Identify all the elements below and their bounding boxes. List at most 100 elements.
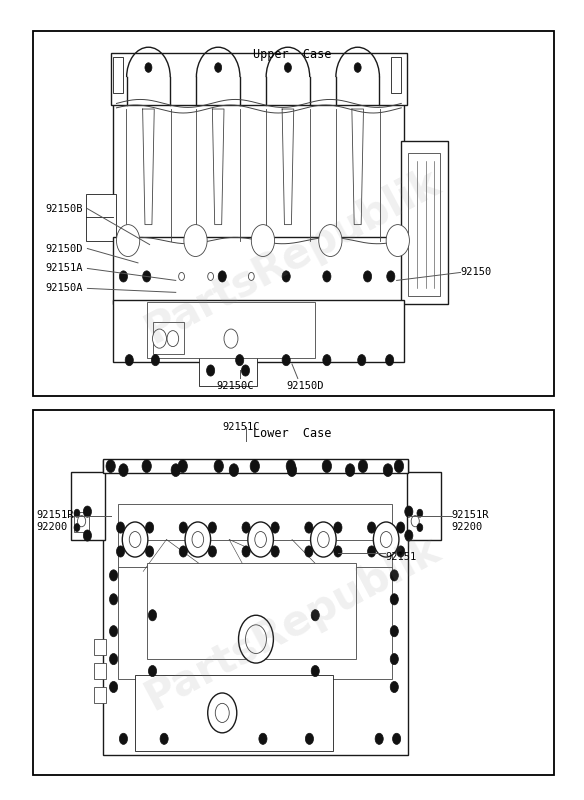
Bar bbox=[113, 299, 404, 362]
Circle shape bbox=[230, 464, 238, 477]
Circle shape bbox=[116, 522, 124, 533]
Polygon shape bbox=[142, 109, 154, 225]
Bar bbox=[408, 153, 440, 296]
Bar bbox=[33, 31, 554, 396]
Circle shape bbox=[311, 666, 319, 677]
Text: 92150D: 92150D bbox=[286, 381, 324, 390]
Circle shape bbox=[224, 329, 238, 348]
Bar bbox=[147, 563, 356, 659]
Bar bbox=[95, 639, 106, 655]
Circle shape bbox=[390, 654, 398, 665]
Circle shape bbox=[305, 734, 314, 744]
Circle shape bbox=[245, 625, 266, 654]
Circle shape bbox=[346, 464, 354, 477]
Bar bbox=[95, 687, 106, 703]
Bar bbox=[147, 302, 315, 358]
Circle shape bbox=[394, 460, 404, 473]
Circle shape bbox=[74, 510, 80, 517]
Circle shape bbox=[251, 225, 274, 257]
Circle shape bbox=[411, 515, 419, 526]
Circle shape bbox=[122, 522, 148, 557]
Bar bbox=[117, 567, 392, 679]
Circle shape bbox=[179, 522, 187, 533]
Bar bbox=[103, 460, 408, 754]
Circle shape bbox=[397, 522, 405, 533]
Circle shape bbox=[116, 225, 140, 257]
Circle shape bbox=[145, 546, 154, 557]
Circle shape bbox=[167, 330, 179, 346]
Circle shape bbox=[109, 654, 117, 665]
Circle shape bbox=[363, 271, 371, 282]
Circle shape bbox=[311, 610, 319, 621]
Circle shape bbox=[417, 523, 423, 531]
Circle shape bbox=[109, 570, 117, 581]
Polygon shape bbox=[213, 109, 224, 225]
Circle shape bbox=[215, 703, 230, 722]
Circle shape bbox=[397, 546, 405, 557]
Circle shape bbox=[160, 734, 168, 744]
Circle shape bbox=[375, 734, 383, 744]
Circle shape bbox=[145, 62, 152, 72]
Bar bbox=[71, 472, 105, 539]
Bar bbox=[117, 504, 392, 575]
Bar bbox=[113, 65, 404, 241]
Text: 92151A: 92151A bbox=[45, 263, 82, 274]
Circle shape bbox=[318, 531, 329, 547]
Circle shape bbox=[319, 225, 342, 257]
Bar bbox=[95, 663, 106, 679]
Text: 92150D: 92150D bbox=[45, 243, 82, 254]
Circle shape bbox=[380, 531, 392, 547]
Polygon shape bbox=[352, 109, 363, 225]
Text: 92151: 92151 bbox=[385, 552, 416, 562]
Text: PartsRepublik: PartsRepublik bbox=[137, 527, 447, 719]
Circle shape bbox=[271, 522, 279, 533]
Circle shape bbox=[367, 546, 376, 557]
Bar bbox=[407, 472, 441, 539]
Circle shape bbox=[242, 546, 250, 557]
Bar bbox=[33, 410, 554, 774]
Circle shape bbox=[284, 62, 291, 72]
Circle shape bbox=[192, 531, 204, 547]
Circle shape bbox=[250, 460, 259, 473]
Circle shape bbox=[334, 546, 342, 557]
Circle shape bbox=[208, 546, 217, 557]
Circle shape bbox=[259, 734, 267, 744]
Text: 92150C: 92150C bbox=[217, 381, 254, 390]
Circle shape bbox=[305, 546, 313, 557]
Circle shape bbox=[179, 546, 187, 557]
Text: 92151R
92200: 92151R 92200 bbox=[452, 510, 489, 532]
Circle shape bbox=[119, 464, 128, 477]
Circle shape bbox=[109, 626, 117, 637]
Circle shape bbox=[323, 271, 331, 282]
Circle shape bbox=[357, 354, 366, 366]
Circle shape bbox=[238, 615, 273, 663]
Circle shape bbox=[208, 522, 217, 533]
Circle shape bbox=[207, 365, 215, 376]
Circle shape bbox=[385, 354, 394, 366]
Circle shape bbox=[390, 570, 398, 581]
Bar bbox=[110, 54, 407, 105]
Bar bbox=[74, 512, 89, 531]
Circle shape bbox=[235, 354, 244, 366]
Circle shape bbox=[282, 354, 290, 366]
Circle shape bbox=[106, 460, 115, 473]
Circle shape bbox=[129, 531, 141, 547]
Circle shape bbox=[311, 522, 336, 557]
Circle shape bbox=[184, 225, 207, 257]
Circle shape bbox=[208, 273, 214, 281]
Circle shape bbox=[358, 460, 367, 473]
Circle shape bbox=[305, 522, 313, 533]
Circle shape bbox=[287, 464, 297, 477]
Circle shape bbox=[145, 522, 154, 533]
Circle shape bbox=[383, 464, 392, 477]
Circle shape bbox=[142, 460, 151, 473]
Text: 92151C: 92151C bbox=[223, 422, 260, 432]
Bar bbox=[86, 194, 116, 241]
Circle shape bbox=[417, 510, 423, 517]
Circle shape bbox=[323, 354, 331, 366]
Circle shape bbox=[119, 271, 127, 282]
Circle shape bbox=[322, 460, 332, 473]
Text: Lower  Case: Lower Case bbox=[253, 427, 331, 440]
Circle shape bbox=[286, 460, 296, 473]
Circle shape bbox=[214, 460, 224, 473]
